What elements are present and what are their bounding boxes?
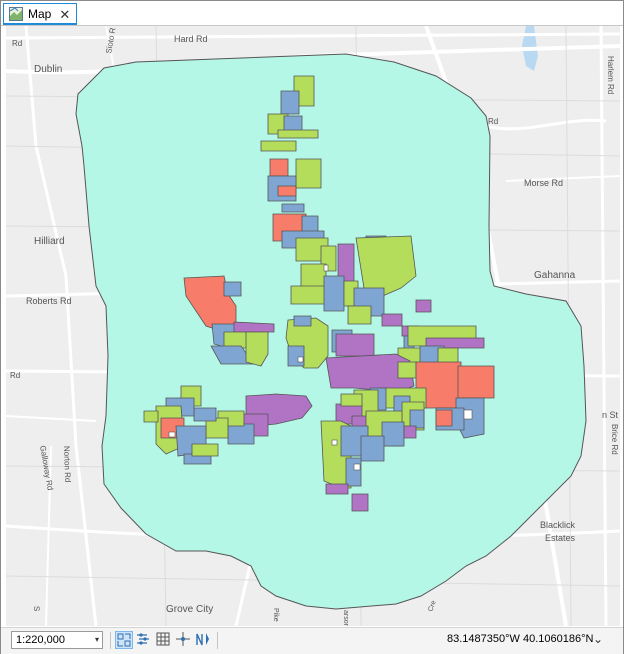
parcel bbox=[260, 140, 297, 152]
fixed-zoom-icon[interactable] bbox=[115, 631, 133, 649]
parcel bbox=[425, 337, 485, 349]
parcel bbox=[381, 313, 403, 327]
parcel bbox=[227, 423, 255, 445]
map-label-morse-rd: Morse Rd bbox=[524, 178, 563, 188]
map-label-grove-city: Grove City bbox=[166, 604, 213, 615]
chevron-down-icon[interactable]: ⌄ bbox=[593, 632, 604, 646]
map-label-estates: Estates bbox=[545, 533, 576, 543]
map-label-dublin: Dublin bbox=[34, 64, 62, 75]
map-label-arson: arson bbox=[342, 610, 349, 626]
parcel bbox=[323, 275, 345, 312]
parcel bbox=[347, 305, 372, 325]
map-canvas[interactable]: Hard Rd Dublin Sioto R Harlem Rd Rd Rd M… bbox=[6, 26, 620, 626]
map-label-pike: Pike bbox=[272, 608, 279, 622]
parcel bbox=[280, 90, 300, 115]
north-arrow-icon[interactable] bbox=[195, 631, 213, 649]
separator bbox=[110, 632, 111, 649]
parcel bbox=[245, 331, 269, 367]
tab-map[interactable]: Map ✕ bbox=[3, 3, 77, 24]
map-label-hilliard: Hilliard bbox=[34, 236, 65, 247]
parcel bbox=[435, 409, 453, 427]
parcel bbox=[335, 333, 375, 357]
scale-value: 1:220,000 bbox=[16, 634, 65, 646]
map-icon bbox=[9, 7, 23, 21]
parcel bbox=[191, 443, 219, 457]
map-label-gahanna: Gahanna bbox=[534, 270, 576, 281]
parcel-holes bbox=[168, 264, 473, 471]
separator bbox=[217, 632, 218, 649]
parcel bbox=[415, 299, 432, 313]
map-label-harlem-rd: Harlem Rd bbox=[606, 56, 615, 94]
parcel bbox=[409, 409, 425, 429]
map-label-rd-left: Rd bbox=[10, 371, 20, 380]
map-label-rd-top: Rd bbox=[12, 39, 22, 48]
map-label-hard-rd: Hard Rd bbox=[174, 34, 208, 44]
status-bar: 1:220,000 ▾ 83.1487350°W 40.1060186°N ⌄ bbox=[1, 627, 623, 654]
parcel bbox=[233, 321, 275, 333]
map-label-s-partial: S bbox=[32, 606, 41, 612]
parcel bbox=[360, 435, 385, 462]
zoning-parcels[interactable] bbox=[143, 75, 495, 512]
map-label-blacklick: Blacklick bbox=[540, 520, 576, 530]
parcel bbox=[287, 345, 305, 367]
parcel bbox=[340, 393, 363, 407]
parcel bbox=[277, 185, 297, 197]
scale-selector[interactable]: 1:220,000 ▾ bbox=[11, 631, 103, 649]
parcel bbox=[403, 425, 417, 439]
map-label-rd-right: Rd bbox=[488, 117, 498, 126]
parcel bbox=[397, 361, 417, 379]
map-label-norton-rd: Norton Rd bbox=[62, 446, 72, 483]
map-label-n-st: n St bbox=[602, 410, 619, 420]
parcel bbox=[281, 203, 305, 213]
parcel bbox=[293, 315, 312, 327]
parcel bbox=[193, 407, 217, 422]
map-view[interactable]: Hard Rd Dublin Sioto R Harlem Rd Rd Rd M… bbox=[6, 26, 620, 626]
map-label-roberts-rd: Roberts Rd bbox=[26, 296, 72, 306]
parcel bbox=[351, 493, 369, 512]
tab-strip: Map ✕ bbox=[1, 1, 623, 26]
parcel bbox=[381, 421, 405, 447]
parcel bbox=[223, 281, 242, 297]
buffer-polygon[interactable] bbox=[75, 53, 587, 610]
parcel bbox=[277, 129, 319, 139]
parcel bbox=[269, 158, 289, 177]
tab-active-indicator bbox=[3, 23, 77, 25]
close-icon[interactable]: ✕ bbox=[59, 6, 71, 22]
cursor-coordinates: 83.1487350°W 40.1060186°N bbox=[447, 633, 594, 645]
parcel bbox=[300, 263, 327, 289]
parcel bbox=[290, 285, 329, 305]
parcel bbox=[325, 483, 349, 495]
map-label-brice-rd: Brice Rd bbox=[610, 424, 619, 455]
parcel bbox=[143, 410, 159, 423]
tab-label: Map bbox=[28, 7, 52, 21]
parcel bbox=[295, 158, 322, 189]
parcel bbox=[457, 365, 495, 399]
map-label-cre: Cre bbox=[427, 600, 437, 613]
snapping-icon[interactable] bbox=[135, 631, 153, 649]
chevron-down-icon[interactable]: ▾ bbox=[94, 635, 99, 644]
constraint-icon[interactable] bbox=[175, 631, 193, 649]
grid-icon[interactable] bbox=[155, 631, 173, 649]
parcel bbox=[345, 457, 362, 487]
